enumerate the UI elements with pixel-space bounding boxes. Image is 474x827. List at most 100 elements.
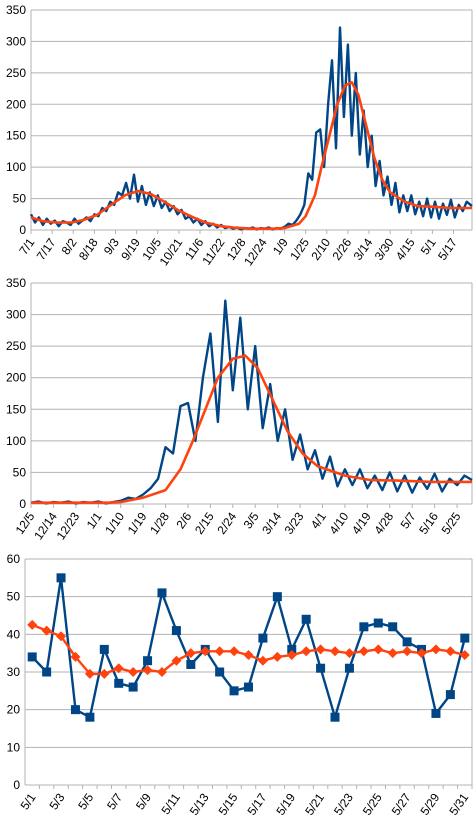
- data-point-daily: [85, 712, 95, 722]
- y-tick-label: 150: [6, 129, 26, 143]
- y-tick-label: 300: [6, 308, 26, 322]
- y-tick-label: 250: [6, 66, 26, 80]
- data-point-average: [70, 651, 81, 662]
- data-point-daily: [171, 626, 181, 636]
- data-point-average: [243, 650, 254, 661]
- data-point-daily: [344, 663, 354, 673]
- x-tick-label: 5/17: [435, 235, 460, 262]
- x-tick-label: 1/19: [125, 509, 150, 536]
- x-tick-label: 5/29: [418, 790, 443, 817]
- y-tick-label: 0: [19, 497, 26, 511]
- chart-3-svg: 0 10 20 30 40 50 60 5/1 5/3 5/5 5/7 5/9 5/11 5/13 5/15…: [7, 552, 473, 818]
- data-point-average: [185, 648, 196, 659]
- x-tick-label: 3/23: [282, 509, 307, 536]
- y-tick-label: 60: [7, 552, 21, 566]
- data-point-average: [402, 646, 413, 657]
- x-tick-label: 5/16: [416, 509, 441, 536]
- y-tick-label: 10: [7, 740, 21, 754]
- y-tick-label: 20: [7, 703, 21, 717]
- data-point-daily: [99, 644, 109, 654]
- y-tick-label: 50: [7, 590, 21, 604]
- series-line-average: [31, 623, 466, 676]
- series-line-average: [31, 354, 472, 504]
- x-tick-label: 5/19: [273, 790, 298, 817]
- data-point-daily: [70, 705, 80, 715]
- data-point-average: [56, 631, 67, 642]
- x-tick-label: 5/1: [18, 790, 39, 812]
- x-tick-label: 10/21: [157, 235, 186, 268]
- x-tick-label: 5/13: [187, 790, 212, 817]
- y-tick-label: 0: [13, 778, 20, 792]
- data-point-daily: [157, 588, 167, 598]
- data-point-average: [214, 646, 225, 657]
- data-point-daily: [301, 614, 311, 624]
- data-point-average: [142, 665, 153, 676]
- y-tick-label: 40: [7, 627, 21, 641]
- y-tick-label: 50: [13, 192, 27, 206]
- chart-daily-may: 0 10 20 30 40 50 60 5/1 5/3 5/5 5/7 5/9 5/11 5/13 5/15…: [0, 548, 474, 827]
- x-tick-label: 1/28: [147, 509, 172, 536]
- data-point-average: [286, 650, 297, 661]
- data-point-daily: [244, 682, 253, 692]
- y-tick-label: 350: [6, 278, 26, 290]
- data-point-average: [41, 625, 52, 636]
- data-point-average: [344, 648, 355, 659]
- data-point-average: [257, 655, 268, 666]
- data-point-average: [301, 646, 312, 657]
- x-tick-label: 3/30: [372, 235, 397, 262]
- x-tick-label: 4/19: [349, 509, 374, 536]
- x-tick-label: 1/25: [287, 235, 312, 262]
- data-point-daily: [460, 633, 470, 643]
- y-tick-label: 30: [7, 665, 21, 679]
- y-tick-label: 50: [13, 465, 27, 479]
- data-point-daily: [215, 667, 225, 677]
- x-tick-label: 2/15: [192, 509, 217, 536]
- x-tick-label: 4/28: [371, 509, 396, 536]
- x-tick-label: 5/31: [446, 790, 471, 817]
- x-tick-label: 2/26: [329, 235, 354, 262]
- data-point-daily: [143, 656, 153, 666]
- x-tick-label: 4/10: [327, 509, 352, 536]
- data-point-average: [84, 668, 95, 679]
- y-tick-label: 0: [19, 223, 26, 237]
- data-point-average: [358, 646, 369, 657]
- data-point-average: [445, 646, 456, 657]
- x-tick-label: 5/25: [439, 509, 464, 536]
- data-point-daily: [287, 644, 297, 654]
- x-tick-label: 12/14: [31, 509, 60, 542]
- x-tick-label: 3/14: [351, 235, 376, 262]
- x-tick-label: 9/19: [118, 235, 143, 262]
- data-point-average: [373, 644, 384, 655]
- x-tick-label: 2/24: [214, 509, 239, 536]
- data-point-daily: [42, 667, 52, 677]
- y-tick-label: 300: [6, 34, 26, 48]
- y-tick-label: 100: [6, 160, 26, 174]
- x-tick-label: 5/9: [133, 790, 154, 812]
- data-point-average: [229, 646, 240, 657]
- data-point-average: [128, 667, 139, 677]
- x-tick-label: 5/23: [331, 790, 356, 817]
- x-tick-label: 4/15: [393, 235, 418, 262]
- x-tick-label: 5/7: [104, 790, 125, 812]
- chart-daily-full-period: 0 50 100 150 200 250 300 350 7/1 7/17 8/2 8/18 9/3 9/…: [0, 0, 474, 278]
- data-point-daily: [316, 663, 326, 673]
- x-tick-label: 7/17: [34, 235, 59, 262]
- x-tick-label: 2/10: [308, 235, 333, 262]
- x-tick-label: 5/3: [46, 790, 67, 812]
- data-point-daily: [330, 712, 340, 722]
- series-line-daily: [29, 26, 473, 231]
- data-point-average: [387, 648, 398, 659]
- series-line-daily: [30, 299, 473, 505]
- data-point-daily: [373, 618, 383, 628]
- x-tick-label: 11/22: [199, 235, 227, 267]
- series-line-average: [30, 81, 472, 230]
- data-point-average: [156, 667, 167, 677]
- x-tick-label: 12/23: [54, 509, 83, 542]
- x-tick-label: 1/10: [102, 509, 127, 536]
- x-tick-label: 12/24: [241, 235, 270, 268]
- data-point-daily: [272, 592, 282, 602]
- chart-daily-since-december: 0 50 100 150 200 250 300 350 12/5 12/14 12/23 1/1 1/…: [0, 278, 474, 548]
- x-tick-label: 5/17: [245, 790, 270, 817]
- data-point-daily: [56, 573, 66, 583]
